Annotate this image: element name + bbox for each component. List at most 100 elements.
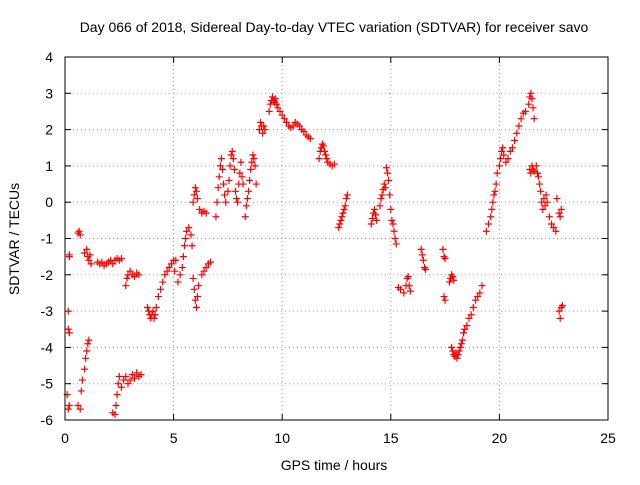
data-point (78, 376, 86, 384)
x-tick-label: 5 (170, 430, 178, 446)
data-point (150, 314, 158, 322)
data-point (469, 303, 477, 311)
data-point (234, 198, 242, 206)
data-point (123, 274, 131, 282)
data-point (539, 205, 547, 213)
data-point (117, 383, 125, 391)
data-point (252, 180, 260, 188)
data-point (381, 184, 389, 192)
data-point (128, 371, 136, 379)
data-point (144, 303, 152, 311)
data-point (250, 155, 258, 163)
data-point (249, 151, 257, 159)
y-tick-label: 2 (45, 122, 53, 138)
data-point (159, 278, 167, 286)
data-point (157, 285, 165, 293)
data-point (525, 100, 533, 108)
data-point (273, 100, 281, 108)
data-point (552, 227, 560, 235)
y-tick-label: -1 (41, 231, 54, 247)
data-point (212, 213, 220, 221)
data-point (553, 195, 561, 203)
data-point (192, 187, 200, 195)
data-point (306, 135, 314, 143)
data-point (256, 118, 264, 126)
data-point (131, 374, 139, 382)
data-point (445, 278, 453, 286)
data-point (85, 256, 93, 264)
data-point (385, 176, 393, 184)
data-point (179, 253, 187, 261)
chart-title: Day 066 of 2018, Sidereal Day-to-day VTE… (80, 19, 589, 35)
y-tick-label: 3 (45, 85, 53, 101)
data-point (382, 164, 390, 172)
data-point (276, 107, 284, 115)
data-point (343, 191, 351, 199)
y-tick-label: 0 (45, 194, 53, 210)
data-point (75, 227, 83, 235)
data-point (233, 195, 241, 203)
data-point (453, 354, 461, 362)
data-point (87, 260, 95, 268)
data-point (542, 191, 550, 199)
data-point (418, 251, 426, 259)
data-point (508, 144, 516, 152)
x-tick-label: 20 (492, 430, 508, 446)
data-point (83, 245, 91, 253)
data-point (64, 307, 72, 315)
data-point (335, 224, 343, 232)
data-point (556, 213, 564, 221)
data-point (76, 231, 84, 239)
data-point (482, 227, 490, 235)
data-point (137, 371, 145, 379)
data-point (283, 118, 291, 126)
data-point (246, 176, 254, 184)
data-point (455, 347, 463, 355)
data-point (511, 136, 519, 144)
data-point (220, 180, 228, 188)
y-tick-label: -5 (41, 376, 54, 392)
data-point (541, 202, 549, 210)
data-point (65, 251, 73, 259)
data-point (545, 213, 553, 221)
data-point (248, 158, 256, 166)
data-point (474, 293, 482, 301)
data-point (222, 198, 230, 206)
data-point (392, 240, 400, 248)
data-point (558, 302, 566, 310)
x-tick-label: 15 (383, 430, 399, 446)
data-point (543, 198, 551, 206)
data-point (230, 166, 238, 174)
data-point (322, 151, 330, 159)
data-point (216, 162, 224, 170)
data-point (193, 293, 201, 301)
data-point (238, 173, 246, 181)
data-point (202, 264, 210, 272)
x-tick-label: 0 (61, 430, 69, 446)
data-point (152, 303, 160, 311)
data-point (555, 209, 563, 217)
data-point (74, 401, 82, 409)
data-point (189, 274, 197, 282)
data-point (400, 289, 408, 297)
data-point (449, 273, 457, 281)
data-point (227, 151, 235, 159)
y-axis-label: SDTVAR / TECUs (6, 183, 22, 295)
data-point (251, 162, 259, 170)
data-point (487, 213, 495, 221)
data-point (171, 267, 179, 275)
data-point (82, 354, 90, 362)
data-point (202, 209, 210, 217)
data-point (165, 264, 173, 272)
data-point (133, 369, 141, 377)
data-point (342, 195, 350, 203)
data-point (191, 296, 199, 304)
data-point (239, 180, 247, 188)
data-point (517, 115, 525, 123)
data-point (198, 271, 206, 279)
data-point (548, 220, 556, 228)
data-point (372, 211, 380, 219)
data-point (397, 285, 405, 293)
y-tick-label: 1 (45, 158, 53, 174)
data-point (124, 380, 132, 388)
